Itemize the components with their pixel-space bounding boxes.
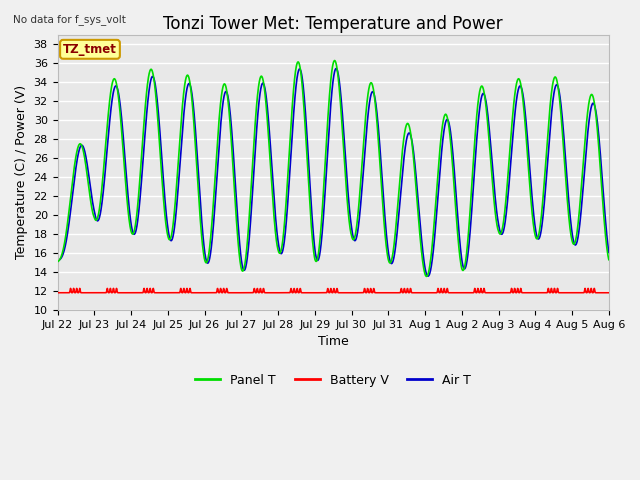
Y-axis label: Temperature (C) / Power (V): Temperature (C) / Power (V) (15, 85, 28, 259)
Text: TZ_tmet: TZ_tmet (63, 43, 117, 56)
Text: No data for f_sys_volt: No data for f_sys_volt (13, 14, 125, 25)
Title: Tonzi Tower Met: Temperature and Power: Tonzi Tower Met: Temperature and Power (163, 15, 503, 33)
X-axis label: Time: Time (318, 335, 349, 348)
Legend: Panel T, Battery V, Air T: Panel T, Battery V, Air T (190, 369, 476, 392)
